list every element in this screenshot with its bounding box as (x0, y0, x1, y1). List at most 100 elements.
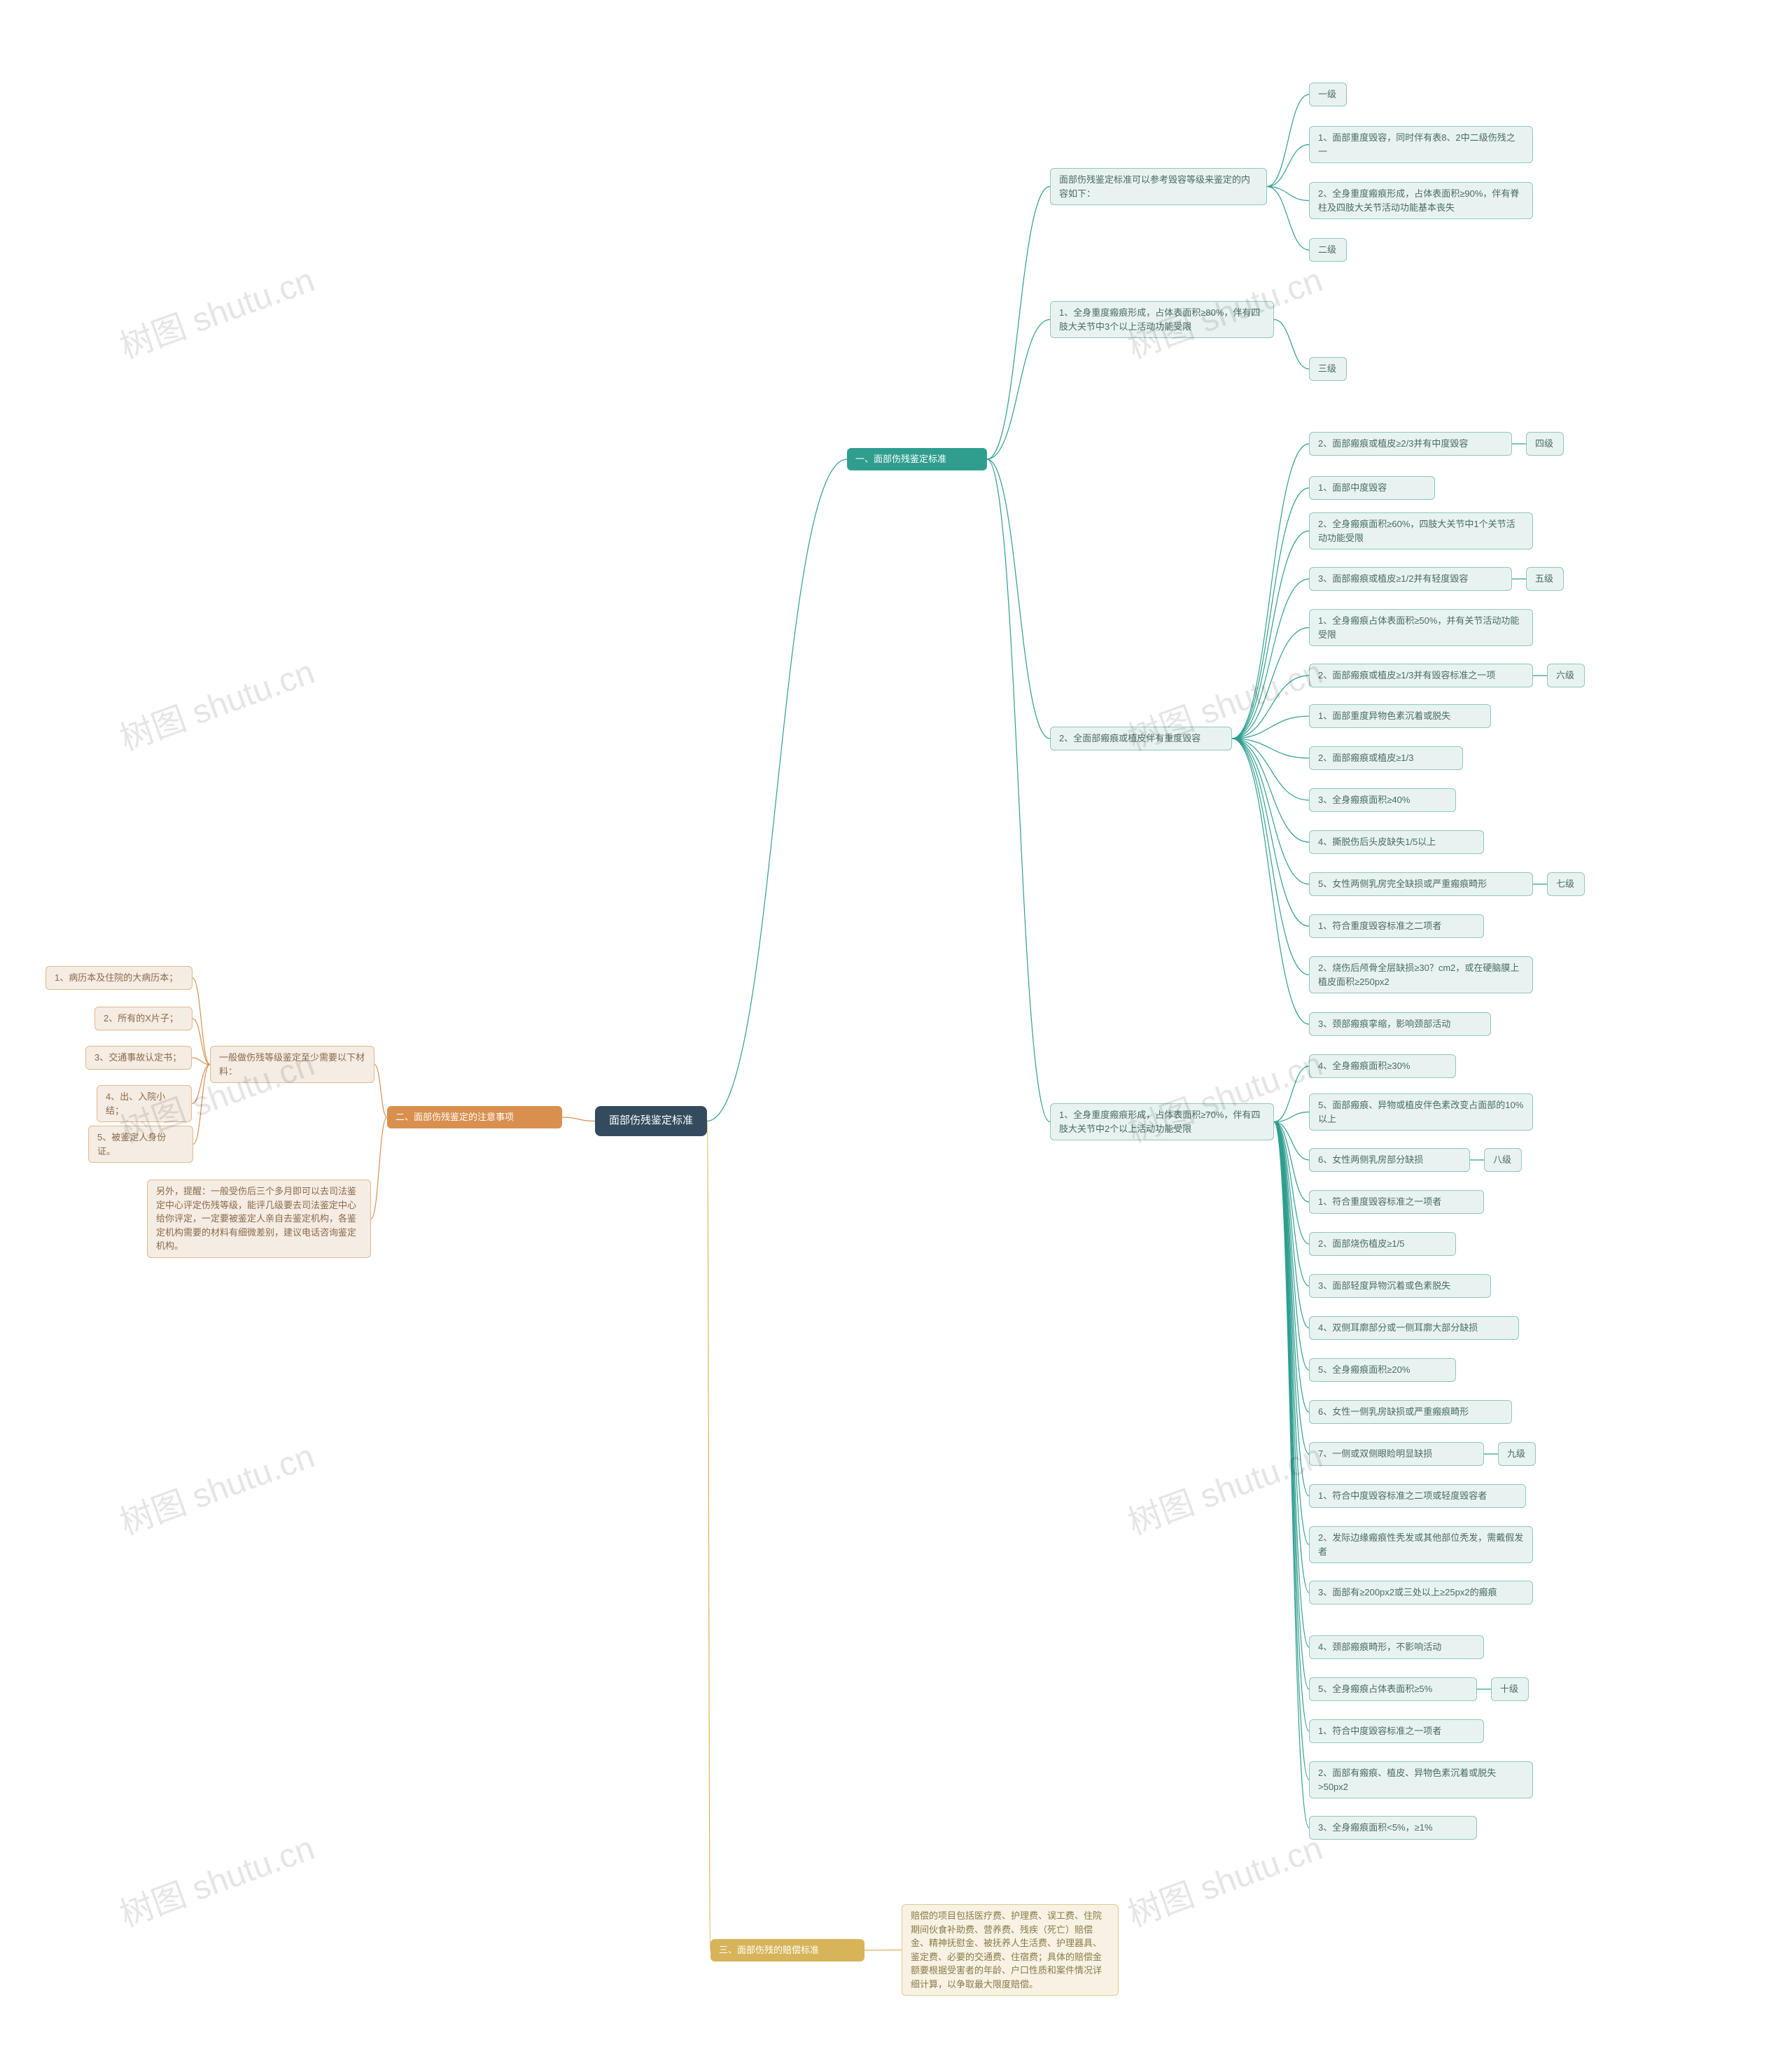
b1s3-leaf-4: 1、全身瘢痕占体表面积≥50%，并有关节活动功能受限 (1309, 609, 1533, 646)
edge (1274, 1122, 1309, 1413)
edge (1274, 1122, 1309, 1371)
edge (1274, 1122, 1309, 1593)
edge (1274, 1122, 1309, 1329)
branch1-sub4: 1、全身重度瘢痕形成，占体表面积≥70%，伴有四肢大关节中2个以上活动功能受限 (1050, 1103, 1274, 1140)
b1s4-leaf-6: 4、双侧耳廓部分或一侧耳廓大部分缺损 (1309, 1316, 1519, 1340)
watermark: 树图 shutu.cn (112, 645, 320, 760)
edge (987, 320, 1050, 460)
branch1-sub3: 2、全面部瘢痕或植皮伴有重度毁容 (1050, 727, 1232, 750)
edge (192, 1065, 210, 1104)
edge (1232, 739, 1309, 800)
b1s3-leaf-13: 3、颈部瘢痕挛缩，影响颈部活动 (1309, 1012, 1491, 1036)
branch3-leaf: 赔偿的项目包括医疗费、护理费、误工费、住院期间伙食补助费、营养费、残疾（死亡）赔… (902, 1904, 1119, 1996)
b2-leaf-1: 2、所有的X片子； (94, 1007, 192, 1030)
edge (707, 459, 847, 1121)
b1s4-leaf-12: 3、面部有≥200px2或三处以上≥25px2的瘢痕 (1309, 1581, 1533, 1604)
branch2-sub1: 一般做伤残等级鉴定至少需要以下材料： (210, 1046, 374, 1083)
b1s4-leaf-11: 2、发际边缘瘢痕性秃发或其他部位秃发，需戴假发者 (1309, 1526, 1533, 1563)
tag: 七级 (1547, 872, 1585, 896)
b1s4-leaf-5: 3、面部轻度异物沉着或色素脱失 (1309, 1274, 1491, 1298)
b1s4-leaf-16: 2、面部有瘢痕、植皮、异物色素沉着或脱失>50px2 (1309, 1761, 1533, 1798)
edge (1232, 531, 1309, 739)
edge (987, 459, 1050, 1122)
edge (1267, 187, 1309, 201)
edge (1267, 95, 1309, 187)
edge (707, 1121, 710, 1951)
edge (1232, 739, 1309, 926)
edge (1274, 1122, 1309, 1203)
b1s3-leaf-5: 2、面部瘢痕或植皮≥1/3并有毁容标准之一项 (1309, 664, 1533, 687)
watermark: 树图 shutu.cn (112, 1429, 320, 1544)
edge (987, 459, 1050, 739)
b1s3-leaf-7: 2、面部瘢痕或植皮≥1/3 (1309, 746, 1463, 770)
b1s1-leaf-1: 1、面部重度毁容，同时伴有表8、2中二级伤残之一 (1309, 126, 1533, 163)
b1s3-leaf-11: 1、符合重度毁容标准之二项者 (1309, 914, 1484, 938)
edge (1274, 320, 1309, 370)
root-node: 面部伤残鉴定标准 (595, 1106, 707, 1136)
b1s4-leaf-17: 3、全身瘢痕面积<5%，≥1% (1309, 1816, 1477, 1840)
tag: 八级 (1484, 1148, 1522, 1172)
b2-leaf-3: 4、出、入院小结； (97, 1085, 192, 1122)
b1s4-leaf-4: 2、面部烧伤植皮≥1/5 (1309, 1232, 1456, 1256)
edge (1232, 444, 1309, 739)
watermark: 树图 shutu.cn (1120, 1821, 1328, 1936)
b1s4-leaf-13: 4、颈部瘢痕畸形，不影响活动 (1309, 1635, 1484, 1659)
edge (1232, 716, 1309, 739)
edge (1232, 739, 1309, 1024)
b1s3-leaf-12: 2、烧伤后颅骨全层缺损≥30？cm2，或在硬脑膜上植皮面积≥250px2 (1309, 956, 1533, 993)
edge (193, 1065, 210, 1145)
b1s1-leaf-2: 2、全身重度瘢痕形成，占体表面积≥90%，伴有脊柱及四肢大关节活动功能基本丧失 (1309, 182, 1533, 219)
edge (1232, 739, 1309, 758)
b1s1-leaf-3: 二级 (1309, 238, 1347, 262)
b1s4-leaf-14: 5、全身瘢痕占体表面积≥5% (1309, 1677, 1477, 1701)
edge (1232, 739, 1309, 975)
b1s4-leaf-9: 7、一侧或双侧眼睑明显缺损 (1309, 1442, 1484, 1466)
edge (1274, 1122, 1309, 1690)
edge (192, 978, 210, 1065)
branch1-sub2-leaf: 三级 (1309, 357, 1347, 381)
edge (1232, 739, 1309, 884)
edge (1232, 628, 1309, 739)
edge (562, 1117, 595, 1121)
edge (1232, 488, 1309, 739)
b1s4-leaf-10: 1、符合中度毁容标准之二项或轻度毁容者 (1309, 1484, 1526, 1508)
tag: 九级 (1498, 1442, 1536, 1466)
edges-svg (0, 0, 1792, 2070)
edge (1274, 1122, 1309, 1455)
branch1-node: 一、面部伤残鉴定标准 (847, 448, 987, 470)
tag: 六级 (1547, 664, 1585, 687)
edge (1274, 1122, 1309, 1287)
b1s3-leaf-6: 1、面部重度异物色素沉着或脱失 (1309, 704, 1491, 728)
b1s4-leaf-0: 4、全身瘢痕面积≥30% (1309, 1054, 1456, 1078)
b1s3-leaf-3: 3、面部瘢痕或植皮≥1/2并有轻度毀容 (1309, 567, 1512, 591)
b1s3-leaf-1: 1、面部中度毁容 (1309, 476, 1435, 500)
edge (1274, 1122, 1309, 1545)
b1s4-leaf-7: 5、全身瘢痕面积≥20% (1309, 1358, 1456, 1382)
b1s3-leaf-9: 4、撕脱伤后头皮缺失1/5以上 (1309, 830, 1484, 854)
edge (192, 1058, 210, 1065)
branch2-sub2: 另外，提醒：一般受伤后三个多月即可以去司法鉴定中心评定伤残等级，能评几级要去司法… (147, 1180, 371, 1258)
branch3-node: 三、面部伤残的赔偿标准 (710, 1939, 864, 1961)
edge (371, 1117, 387, 1219)
edge (1267, 145, 1309, 187)
edge (1274, 1112, 1309, 1122)
branch1-sub2: 1、全身重度瘢痕形成，占体表面积≥80%，伴有四肢大关节中3个以上活动功能受限 (1050, 301, 1274, 338)
edge (1274, 1122, 1309, 1161)
b1s4-leaf-15: 1、符合中度毀容标准之一项者 (1309, 1719, 1484, 1743)
edge (987, 187, 1050, 460)
b1s3-leaf-2: 2、全身瘢痕面积≥60%，四肢大关节中1个关节活动功能受限 (1309, 512, 1533, 550)
tag: 十级 (1491, 1677, 1529, 1701)
edge (1232, 579, 1309, 739)
edge (864, 1950, 902, 1951)
edge (1232, 676, 1309, 739)
edge (1274, 1122, 1309, 1245)
edge (192, 1019, 210, 1065)
edge (1274, 1122, 1309, 1828)
edge (1274, 1122, 1309, 1648)
b1s4-leaf-8: 6、女性一侧乳房缺损或严重瘢痕畸形 (1309, 1400, 1512, 1424)
b1s3-leaf-8: 3、全身瘢痕面积≥40% (1309, 788, 1456, 812)
watermark: 树图 shutu.cn (112, 253, 320, 368)
b2-leaf-4: 5、被鉴定人身份证。 (88, 1126, 193, 1163)
edge (1274, 1122, 1309, 1497)
edge (1267, 187, 1309, 251)
